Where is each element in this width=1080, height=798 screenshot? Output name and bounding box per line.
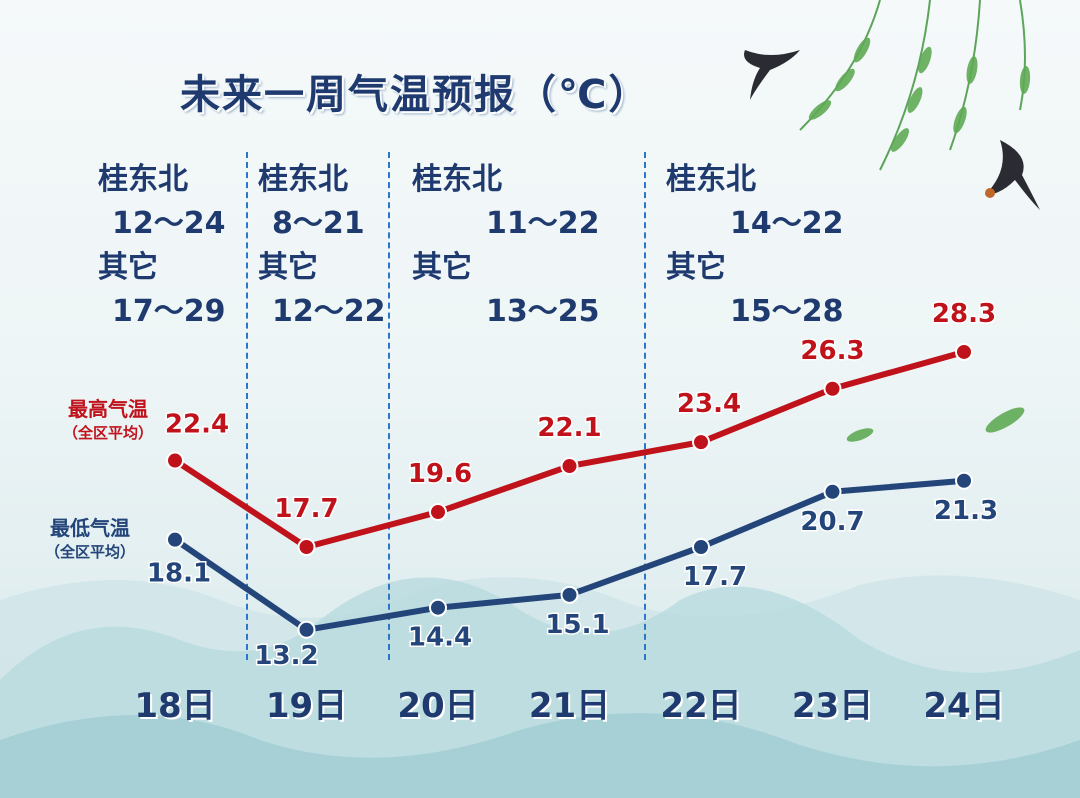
- high-temp-label-4: 23.4: [677, 389, 741, 419]
- legend-high-sub: （全区平均）: [62, 424, 153, 442]
- period-divider-3: [644, 152, 646, 660]
- low-temp-point-4: [692, 538, 710, 556]
- low-temp-label-4: 17.7: [683, 562, 747, 592]
- swallow-bird-1: [744, 50, 800, 100]
- low-temp-point-1: [297, 620, 316, 639]
- legend-high-main: 最高气温: [68, 397, 148, 421]
- mountain-mid: [0, 577, 1080, 798]
- low-temp-point-6: [955, 471, 973, 490]
- low-temp-point-2: [429, 598, 447, 617]
- low-temp-point-3: [560, 585, 579, 604]
- region-range-other: 15～28: [730, 294, 844, 329]
- region-label-guidongbei: 桂东北: [258, 162, 348, 197]
- region-label-other: 其它: [666, 250, 726, 285]
- high-temp-label-2: 19.6: [408, 459, 472, 489]
- high-temp-label-5: 26.3: [800, 336, 864, 366]
- region-label-other: 其它: [412, 250, 472, 285]
- mountain-near: [0, 713, 1080, 798]
- legend-low-sub: （全区平均）: [44, 543, 135, 561]
- region-label-other: 其它: [98, 250, 158, 285]
- x-tick-label-5: 23日: [791, 686, 874, 726]
- high-temp-label-6: 28.3: [932, 299, 996, 329]
- low-temp-label-2: 14.4: [408, 623, 472, 653]
- range-block-19: 桂东北 8～21 其它 12～22: [258, 158, 386, 334]
- region-label-guidongbei: 桂东北: [412, 162, 502, 197]
- high-temp-point-5: [823, 379, 842, 398]
- low-temp-point-0: [166, 530, 184, 549]
- high-temp-point-4: [692, 433, 710, 452]
- region-range-guidongbei: 12～24: [112, 206, 226, 241]
- high-temp-point-2: [429, 503, 447, 522]
- region-range-guidongbei: 8～21: [272, 206, 365, 241]
- high-temp-point-6: [955, 342, 973, 361]
- region-range-other: 12～22: [272, 294, 386, 329]
- region-label-other: 其它: [258, 250, 318, 285]
- region-range-guidongbei: 14～22: [730, 206, 844, 241]
- willow-leaves: [808, 37, 1031, 442]
- legend-high: 最高气温 （全区平均）: [28, 393, 188, 443]
- x-tick-label-6: 24日: [923, 686, 1005, 726]
- x-tick-label-4: 22日: [660, 686, 742, 726]
- range-block-22-24: 桂东北 14～22 其它 15～28: [666, 158, 844, 334]
- high-temp-point-3: [560, 457, 579, 476]
- low-temp-label-0: 18.1: [147, 559, 211, 589]
- region-range-guidongbei: 11～22: [486, 206, 600, 241]
- high-temp-label-0: 22.4: [165, 410, 229, 440]
- high-temp-label-1: 17.7: [274, 494, 338, 524]
- region-label-guidongbei: 桂东北: [98, 162, 188, 197]
- legend-low-main: 最低气温: [50, 516, 130, 540]
- x-tick-label-0: 18日: [134, 686, 216, 726]
- period-divider-1: [246, 152, 248, 660]
- low-temp-label-1: 13.2: [254, 641, 318, 671]
- region-range-other: 17～29: [112, 294, 226, 329]
- chart-title: 未来一周气温预报（℃）: [180, 72, 651, 118]
- high-temp-label-3: 22.1: [537, 413, 601, 443]
- period-divider-2: [388, 152, 390, 660]
- low-temp-label-6: 21.3: [934, 496, 998, 526]
- region-label-guidongbei: 桂东北: [666, 162, 756, 197]
- x-tick-label-1: 19日: [265, 686, 348, 726]
- low-temp-label-3: 15.1: [545, 610, 609, 640]
- low-temp-point-5: [823, 482, 842, 501]
- legend-low: 最低气温 （全区平均）: [10, 512, 170, 562]
- region-range-other: 13～25: [486, 294, 600, 329]
- high-temp-point-1: [297, 538, 316, 556]
- high-temp-point-0: [166, 451, 184, 470]
- swallow-bird-2: [985, 140, 1040, 210]
- x-tick-label-3: 21日: [528, 686, 611, 726]
- range-block-20-21: 桂东北 11～22 其它 13～25: [412, 158, 600, 334]
- x-tick-label-2: 20日: [397, 686, 479, 726]
- range-block-18: 桂东北 12～24 其它 17～29: [98, 158, 226, 334]
- low-temp-label-5: 20.7: [800, 507, 864, 537]
